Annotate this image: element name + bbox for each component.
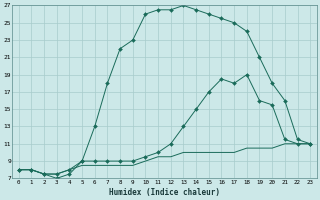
X-axis label: Humidex (Indice chaleur): Humidex (Indice chaleur) — [109, 188, 220, 197]
